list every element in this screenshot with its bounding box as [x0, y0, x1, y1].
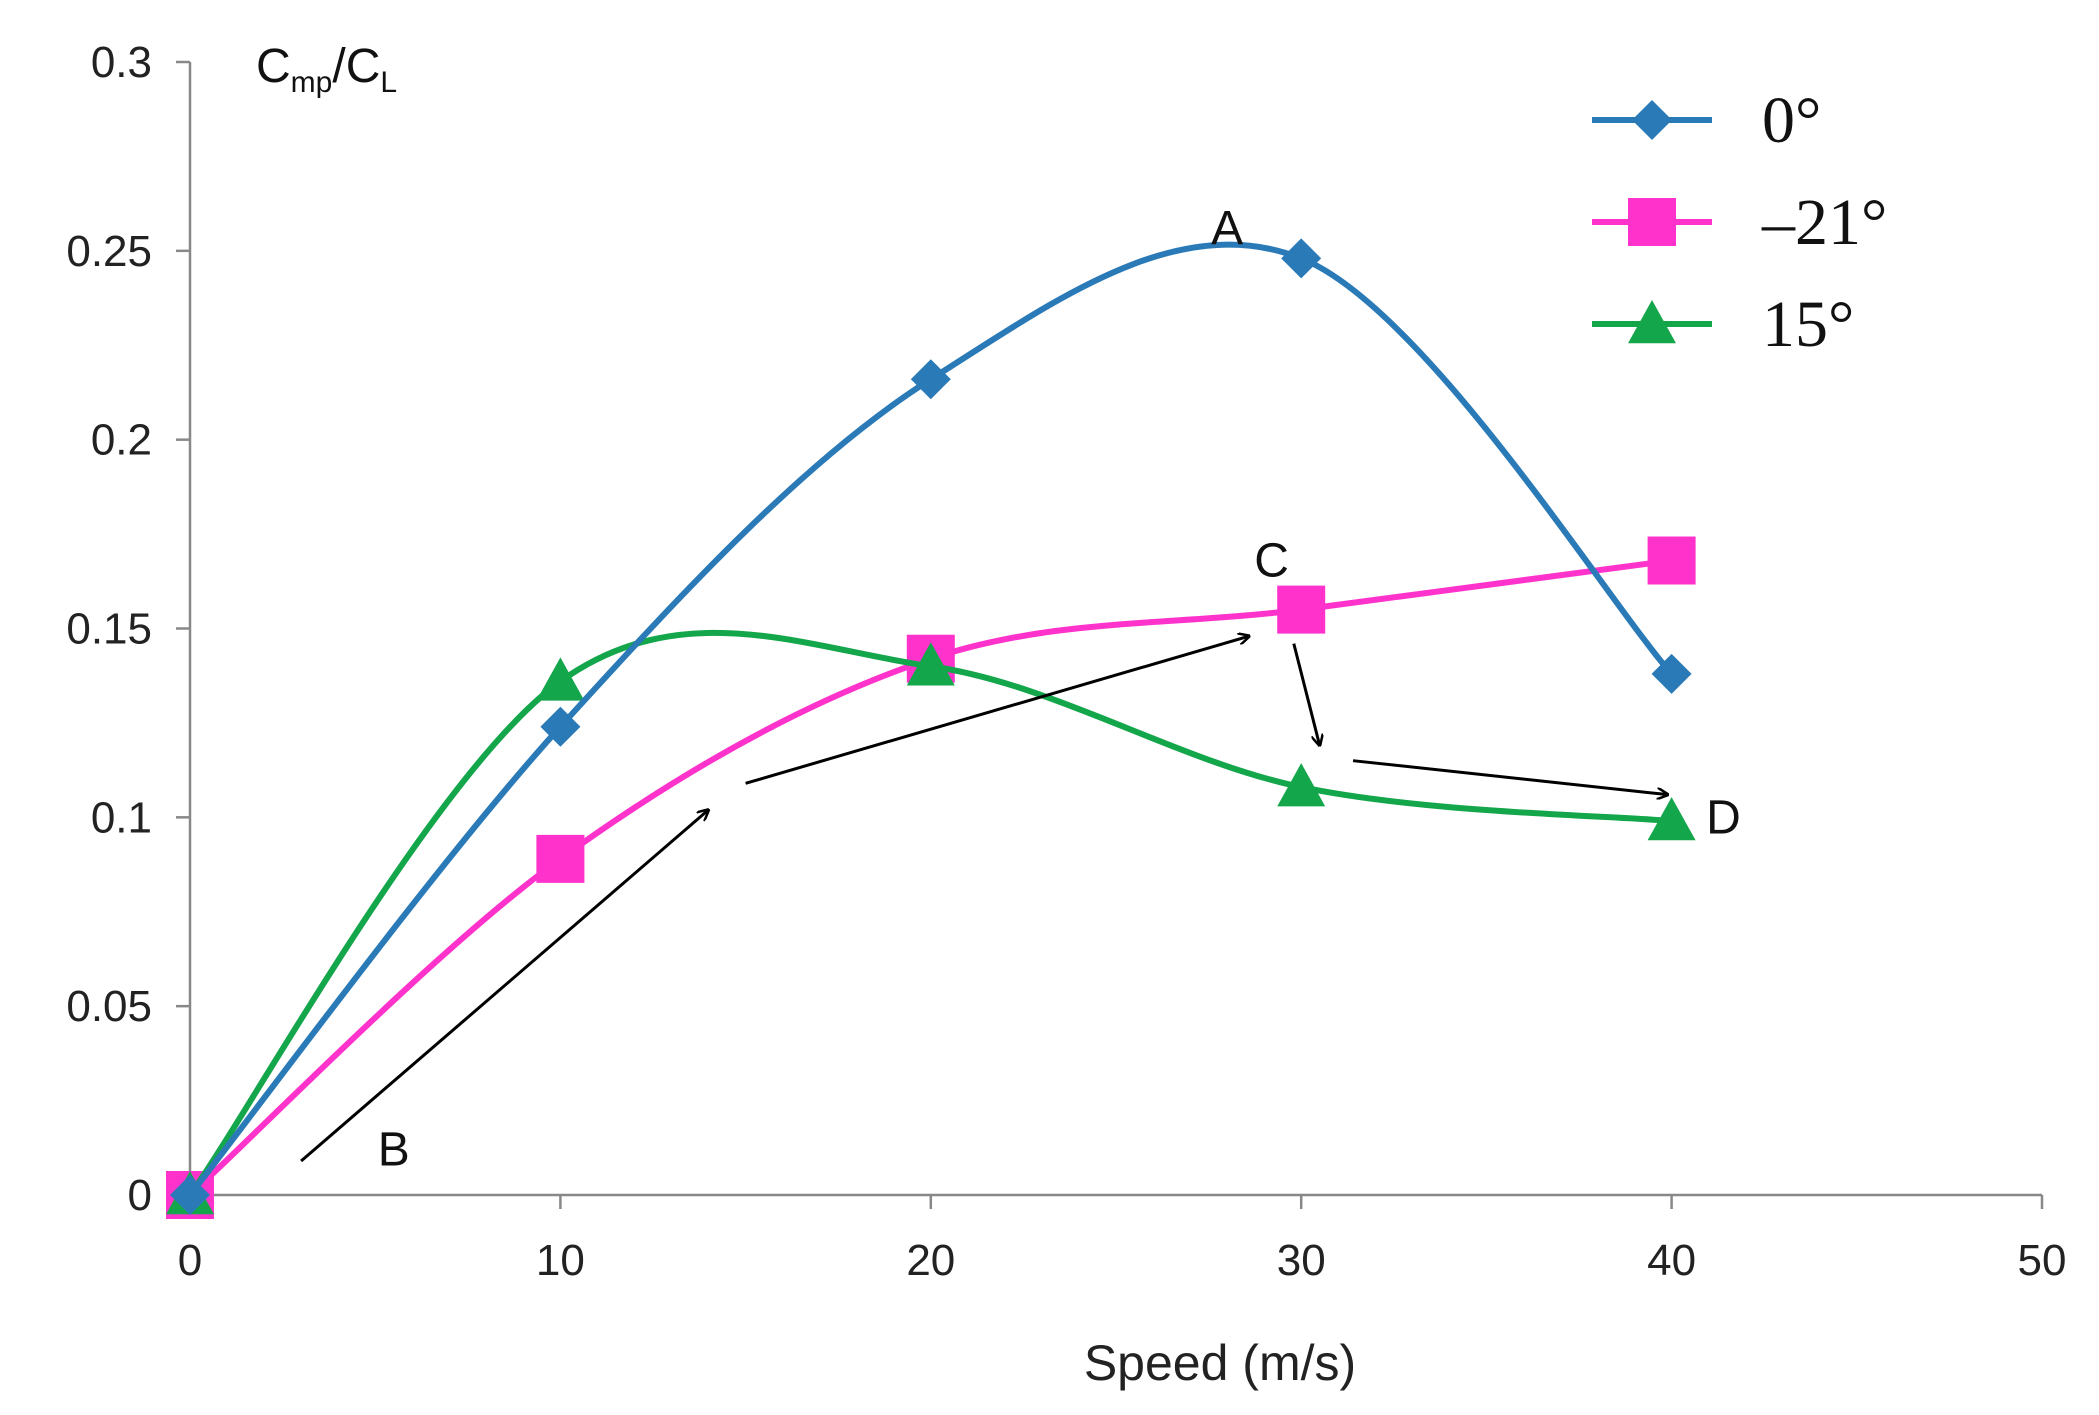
series-layer [166, 238, 1696, 1219]
legend-entry: 15° [1592, 288, 1854, 361]
data-point [536, 834, 585, 883]
legend-marker [1628, 198, 1676, 246]
x-axis-title: Speed (m/s) [1084, 1335, 1356, 1391]
y-tick-label: 0.05 [66, 982, 152, 1031]
legend-marker [1628, 300, 1676, 344]
legend-label: 15° [1762, 288, 1854, 361]
data-point [540, 706, 581, 747]
annotation-label: D [1706, 791, 1741, 844]
x-tick-label: 20 [906, 1236, 955, 1285]
data-point [1647, 536, 1696, 585]
y-tick-label: 0.25 [66, 227, 152, 276]
data-point [910, 359, 951, 400]
series-line [187, 629, 1675, 1198]
y-axis-title-main: C [256, 40, 291, 93]
y-tick-label: 0 [128, 1171, 152, 1220]
data-point [1277, 763, 1326, 807]
data-point [536, 657, 585, 701]
y-tick-label: 0.3 [91, 38, 152, 87]
legend: 0° –21° 15° [1592, 84, 1887, 361]
x-tick-label: 0 [178, 1236, 202, 1285]
annotation-arrow [300, 810, 708, 1163]
y-axis-title-sub1: mp [291, 66, 333, 99]
arrows [300, 636, 1668, 1163]
legend-label: –21° [1761, 186, 1887, 259]
data-point [170, 1175, 210, 1215]
annotations: A B C D [378, 202, 1741, 1177]
data-point [906, 642, 955, 686]
x-tick-label: 30 [1277, 1236, 1326, 1285]
series-0 [170, 238, 1692, 1215]
data-point [1277, 585, 1326, 634]
annotation-label: A [1211, 202, 1243, 255]
y-tick-label: 0.15 [66, 605, 152, 654]
annotation-arrow [1352, 759, 1668, 795]
y-axis-title-slash: /C [332, 40, 380, 93]
y-tick-label: 0.1 [91, 793, 152, 842]
legend-label: 0° [1762, 84, 1821, 157]
legend-marker [1632, 100, 1672, 140]
ticks: 0 10 20 30 40 50 0 0.05 0.1 0.15 0.2 0.25 0.3 [66, 38, 2066, 1285]
x-tick-label: 40 [1647, 1236, 1696, 1285]
x-tick-label: 10 [536, 1236, 585, 1285]
annotation-arrow [745, 636, 1250, 785]
y-axis-title-sub2: L [380, 66, 397, 99]
annotation-label: B [378, 1124, 410, 1177]
legend-entry: –21° [1592, 186, 1887, 259]
annotation-label: C [1254, 535, 1289, 588]
data-point [1647, 797, 1696, 841]
data-point [1651, 653, 1692, 694]
x-tick-label: 50 [2018, 1236, 2067, 1285]
y-axis-title: Cmp/CL [256, 40, 397, 99]
data-point [1281, 238, 1322, 279]
y-tick-label: 0.2 [91, 416, 152, 465]
legend-entry: 0° [1592, 84, 1821, 157]
annotation-arrow [1292, 643, 1320, 746]
